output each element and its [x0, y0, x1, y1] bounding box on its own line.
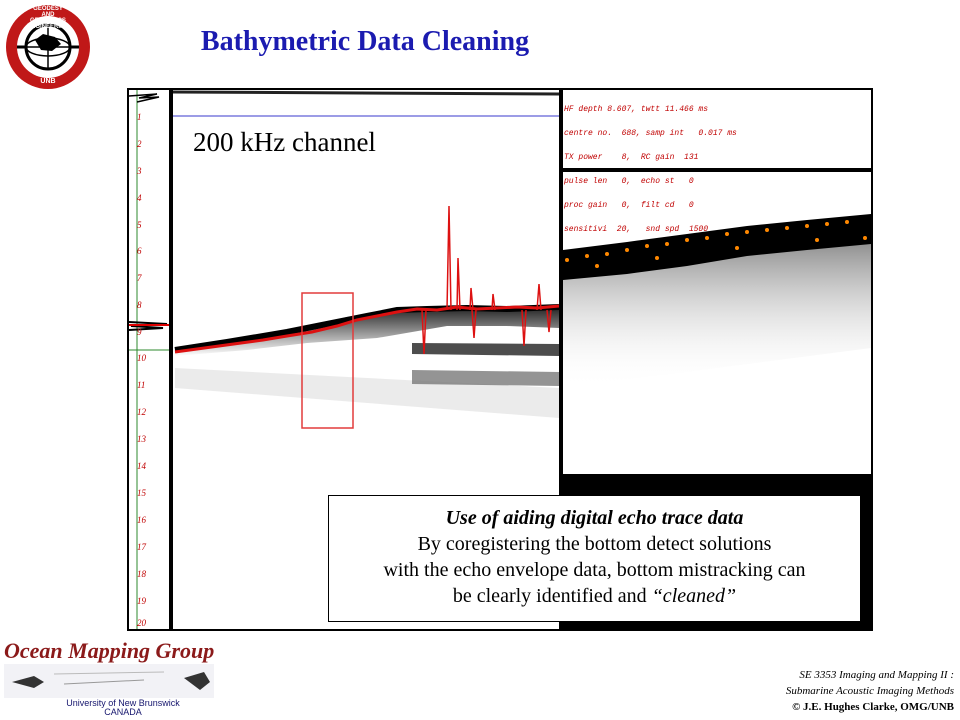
university-name: University of New Brunswick CANADA	[38, 699, 208, 717]
logo-ring-text: GEODESY AND GEOMATICS ENGINEERING	[27, 6, 70, 30]
param-line: centre no. 688, samp int 0.017 ms	[564, 129, 737, 138]
group-name: Ocean Mapping Group	[4, 638, 215, 663]
depth-tick: 11	[137, 380, 146, 390]
caption-box: Use of aiding digital echo trace data By…	[328, 495, 861, 622]
copyright: © J.E. Hughes Clarke, OMG/UNB	[792, 701, 954, 713]
depth-tick: 16	[137, 515, 146, 525]
depth-tick: 12	[137, 407, 146, 417]
depth-tick: 7	[137, 273, 142, 283]
depth-tick: 4	[137, 193, 142, 203]
caption-line-text: be clearly identified and	[452, 585, 652, 607]
depth-tick: 15	[137, 488, 146, 498]
slide-title: Bathymetric Data Cleaning	[200, 26, 530, 57]
depth-tick: 3	[137, 166, 142, 176]
depth-tick: 18	[137, 569, 146, 579]
depth-tick: 5	[137, 220, 142, 230]
depth-tick: 1	[137, 112, 142, 122]
university-line: University of New Brunswick	[66, 698, 180, 708]
logo-graphic	[6, 5, 90, 89]
unb-logo: GEODESY AND GEOMATICS ENGINEERING UNB	[5, 4, 91, 90]
channel-label: 200 kHz channel	[193, 127, 376, 157]
caption-line: be clearly identified and “cleaned”	[329, 583, 860, 609]
depth-tick: 13	[137, 434, 146, 444]
depth-tick: 2	[137, 139, 142, 149]
caption-cleaned: “cleaned”	[651, 585, 737, 607]
logo-bottom-text: UNB	[40, 78, 56, 85]
caption-line: with the echo envelope data, bottom mist…	[383, 559, 806, 581]
depth-tick: 8	[137, 300, 142, 310]
depth-tick: 9	[137, 327, 142, 337]
sonar-parameters: HF depth 8.607, twtt 11.466 ms centre no…	[564, 90, 737, 242]
param-line: proc gain 0, filt cd 0	[564, 201, 694, 210]
fish-graphic	[4, 664, 214, 698]
param-line: HF depth 8.607, twtt 11.466 ms	[564, 105, 709, 114]
param-line: TX power 8, RC gain 131	[564, 153, 699, 162]
course-line: SE 3353 Imaging and Mapping II :	[799, 669, 954, 681]
param-line: pulse len 0, echo st 0	[564, 177, 694, 186]
course-info: SE 3353 Imaging and Mapping II : Submari…	[786, 667, 954, 715]
country-line: CANADA	[104, 707, 142, 717]
depth-tick: 10	[137, 353, 146, 363]
depth-tick: 14	[137, 461, 146, 471]
fish-strip	[4, 664, 214, 698]
caption-line: By coregistering the bottom detect solut…	[417, 533, 772, 555]
caption-heading: Use of aiding digital echo trace data	[445, 507, 744, 529]
depth-tick: 19	[137, 596, 146, 606]
param-line: sensitivi 20, snd spd 1500	[564, 225, 709, 234]
depth-tick: 17	[137, 542, 146, 552]
course-line: Submarine Acoustic Imaging Methods	[785, 685, 954, 697]
depth-tick: 6	[137, 246, 142, 256]
depth-tick: 20	[137, 618, 146, 628]
